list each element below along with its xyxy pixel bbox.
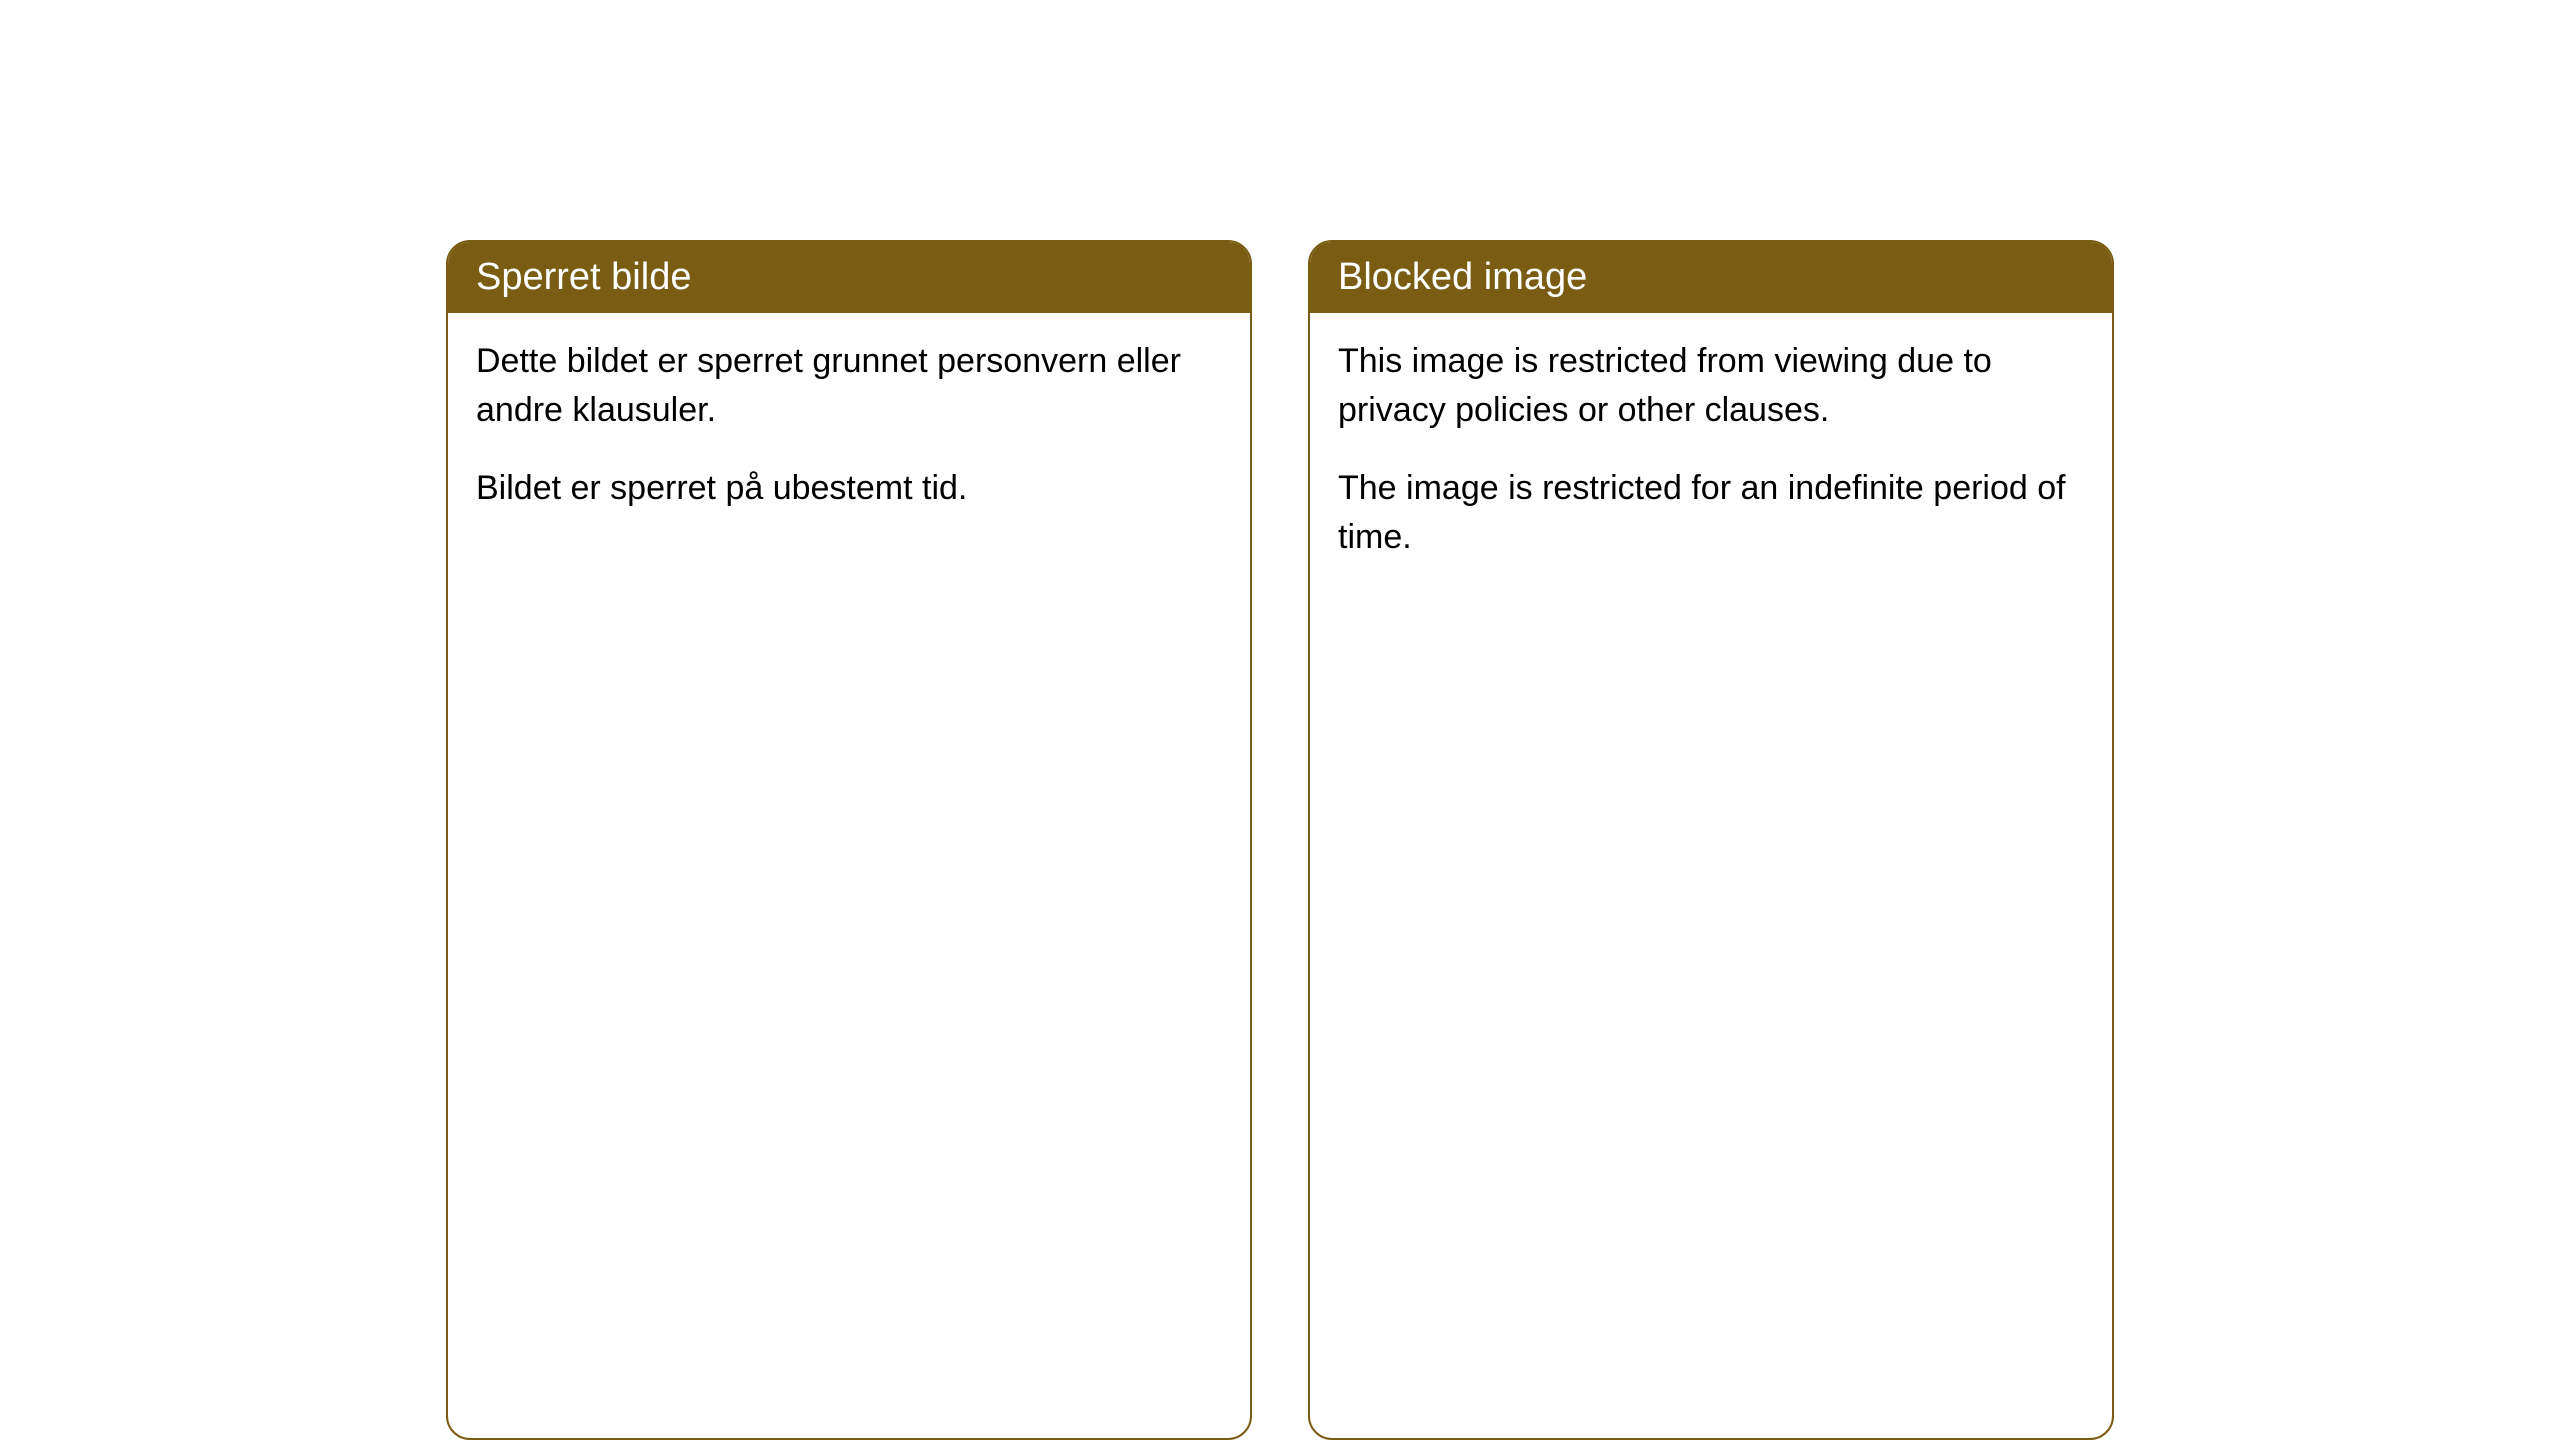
card-title-english: Blocked image (1338, 256, 1587, 298)
card-text-norwegian-2: Bildet er sperret på ubestemt tid. (476, 464, 1222, 513)
card-text-norwegian-1: Dette bildet er sperret grunnet personve… (476, 337, 1222, 436)
card-text-english-2: The image is restricted for an indefinit… (1338, 464, 2084, 563)
card-english: Blocked image This image is restricted f… (1308, 240, 2114, 1440)
card-title-norwegian: Sperret bilde (476, 256, 691, 298)
card-text-english-1: This image is restricted from viewing du… (1338, 337, 2084, 436)
cards-container: Sperret bilde Dette bildet er sperret gr… (446, 240, 2114, 1440)
card-body-norwegian: Dette bildet er sperret grunnet personve… (448, 313, 1250, 553)
card-norwegian: Sperret bilde Dette bildet er sperret gr… (446, 240, 1252, 1440)
card-body-english: This image is restricted from viewing du… (1310, 313, 2112, 602)
card-header-english: Blocked image (1310, 242, 2112, 313)
card-header-norwegian: Sperret bilde (448, 242, 1250, 313)
